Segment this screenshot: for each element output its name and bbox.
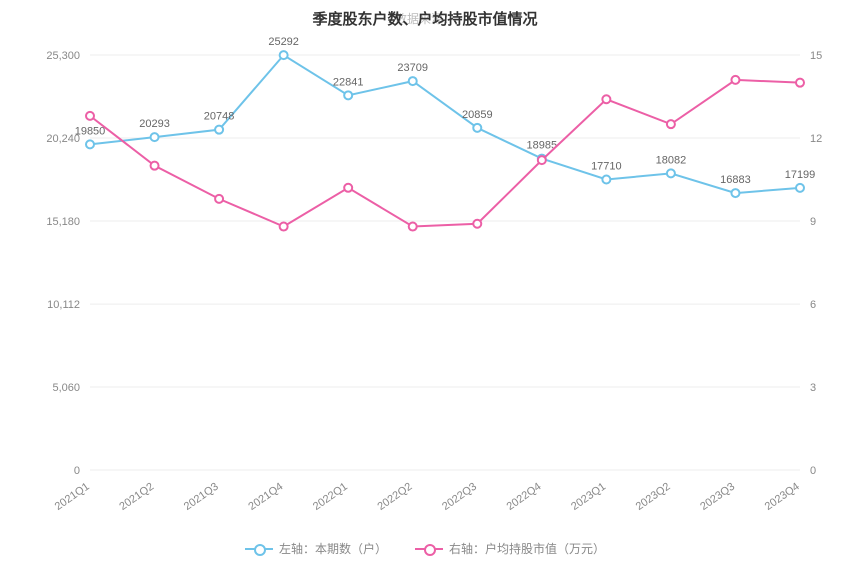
y-right-tick-label: 9 <box>810 216 816 228</box>
legend-swatch <box>415 543 443 555</box>
legend-item[interactable]: 右轴：户均持股市值（万元） <box>415 540 605 557</box>
x-tick-label: 2021Q2 <box>117 481 156 513</box>
series-point-left_series[interactable] <box>280 51 288 59</box>
chart-svg: 05,06010,11215,18020,24025,3000369121520… <box>0 0 850 574</box>
series-point-left_series[interactable] <box>344 91 352 99</box>
legend-item[interactable]: 左轴：本期数（户） <box>245 540 387 557</box>
point-label: 17199 <box>785 169 816 181</box>
series-point-right_series[interactable] <box>796 79 804 87</box>
series-point-right_series[interactable] <box>538 156 546 164</box>
point-label: 20293 <box>139 118 170 130</box>
x-tick-label: 2023Q3 <box>698 481 737 513</box>
x-tick-label: 2023Q4 <box>763 481 802 513</box>
point-label: 22841 <box>333 76 364 88</box>
legend-swatch <box>245 543 273 555</box>
y-left-tick-label: 25,300 <box>46 50 80 62</box>
series-line-right_series <box>90 80 800 227</box>
point-label: 25292 <box>268 36 299 48</box>
point-label: 18082 <box>656 154 687 166</box>
y-left-tick-label: 10,112 <box>47 299 80 311</box>
series-point-right_series[interactable] <box>151 162 159 170</box>
point-label: 17710 <box>591 161 622 173</box>
x-tick-label: 2021Q3 <box>182 481 221 513</box>
series-point-left_series[interactable] <box>667 169 675 177</box>
series-point-left_series[interactable] <box>796 184 804 192</box>
series-point-right_series[interactable] <box>344 184 352 192</box>
series-point-left_series[interactable] <box>731 189 739 197</box>
y-left-tick-label: 5,060 <box>52 382 80 394</box>
series-point-right_series[interactable] <box>86 112 94 120</box>
series-point-right_series[interactable] <box>473 220 481 228</box>
y-right-tick-label: 3 <box>810 382 816 394</box>
series-point-left_series[interactable] <box>409 77 417 85</box>
y-left-tick-label: 0 <box>74 465 80 477</box>
legend: 左轴：本期数（户） 右轴：户均持股市值（万元） <box>0 540 850 558</box>
x-tick-label: 2022Q3 <box>440 481 479 513</box>
y-right-tick-label: 12 <box>810 133 822 145</box>
y-right-tick-label: 0 <box>810 465 816 477</box>
series-point-right_series[interactable] <box>215 195 223 203</box>
series-point-left_series[interactable] <box>473 124 481 132</box>
series-point-left_series[interactable] <box>151 133 159 141</box>
series-point-left_series[interactable] <box>602 176 610 184</box>
x-tick-label: 2022Q4 <box>505 481 544 513</box>
series-point-right_series[interactable] <box>667 120 675 128</box>
series-point-right_series[interactable] <box>409 223 417 231</box>
point-label: 19850 <box>75 125 106 137</box>
point-label: 20748 <box>204 111 235 123</box>
series-point-right_series[interactable] <box>280 223 288 231</box>
legend-label: 右轴：户均持股市值（万元） <box>449 540 605 557</box>
series-point-right_series[interactable] <box>602 95 610 103</box>
x-tick-label: 2023Q1 <box>569 481 608 513</box>
series-point-right_series[interactable] <box>731 76 739 84</box>
y-right-tick-label: 15 <box>810 50 822 62</box>
legend-label: 左轴：本期数（户） <box>279 540 387 557</box>
series-point-left_series[interactable] <box>86 140 94 148</box>
y-left-tick-label: 15,180 <box>46 216 80 228</box>
x-tick-label: 2023Q2 <box>634 481 673 513</box>
y-right-tick-label: 6 <box>810 299 816 311</box>
point-label: 20859 <box>462 109 493 121</box>
series-point-left_series[interactable] <box>215 126 223 134</box>
x-tick-label: 2022Q1 <box>311 481 350 513</box>
x-tick-label: 2021Q4 <box>246 481 285 513</box>
point-label: 16883 <box>720 174 751 186</box>
x-tick-label: 2022Q2 <box>375 481 414 513</box>
series-line-left_series <box>90 55 800 193</box>
chart-container: 数据来源： 季度股东户数、户均持股市值情况 05,06010,11215,180… <box>0 0 850 574</box>
x-tick-label: 2021Q1 <box>53 481 92 513</box>
point-label: 23709 <box>397 62 428 74</box>
